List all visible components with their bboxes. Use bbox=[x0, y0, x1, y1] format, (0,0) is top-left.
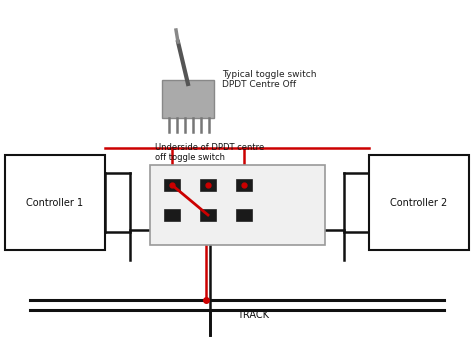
Bar bbox=[162, 80, 214, 118]
Text: Controller 1: Controller 1 bbox=[27, 197, 83, 208]
Bar bbox=[369, 155, 469, 250]
Bar bbox=[200, 179, 216, 191]
Bar bbox=[164, 179, 180, 191]
Bar bbox=[200, 209, 216, 221]
Text: Underside of DPDT centre
off toggle switch: Underside of DPDT centre off toggle swit… bbox=[155, 143, 264, 162]
Text: TRACK: TRACK bbox=[237, 310, 269, 320]
Text: Controller 2: Controller 2 bbox=[391, 197, 447, 208]
Bar bbox=[236, 209, 252, 221]
Bar bbox=[236, 179, 252, 191]
Bar bbox=[5, 155, 105, 250]
Bar bbox=[150, 165, 325, 245]
Text: Typical toggle switch
DPDT Centre Off: Typical toggle switch DPDT Centre Off bbox=[222, 70, 317, 90]
Bar bbox=[164, 209, 180, 221]
